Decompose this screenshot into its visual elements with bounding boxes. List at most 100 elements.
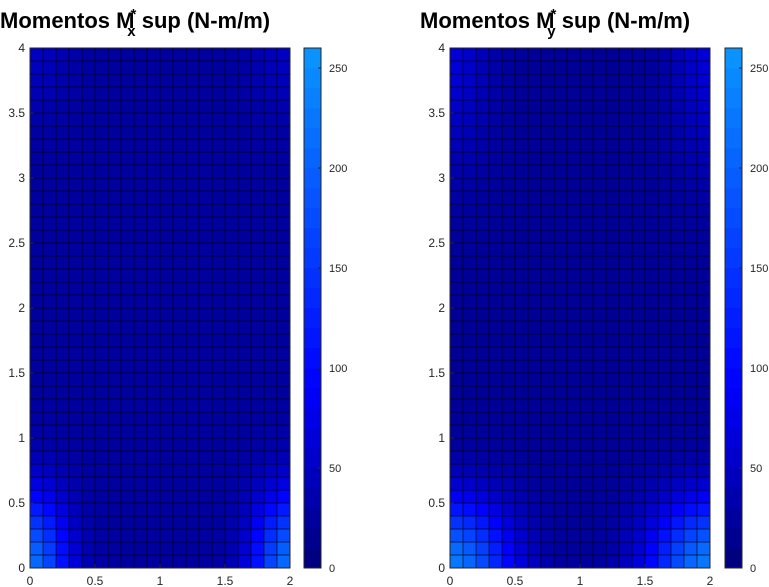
- heatmap-cell: [238, 152, 252, 166]
- colorbar-band: [304, 48, 321, 69]
- heatmap-cell: [619, 503, 633, 517]
- heatmap-cell: [541, 204, 555, 218]
- heatmap-cell: [82, 243, 96, 257]
- heatmap-cell: [658, 178, 672, 192]
- heatmap-cell: [43, 347, 57, 361]
- heatmap-cell: [450, 386, 464, 400]
- heatmap-cell: [528, 48, 542, 62]
- heatmap-cell: [645, 230, 659, 244]
- heatmap-cell: [619, 191, 633, 205]
- heatmap-cell: [173, 503, 187, 517]
- heatmap-cell: [43, 204, 57, 218]
- heatmap-cell: [264, 516, 278, 530]
- heatmap-cell: [476, 386, 490, 400]
- heatmap-cell: [606, 139, 620, 153]
- heatmap-cell: [658, 464, 672, 478]
- heatmap-cell: [264, 529, 278, 543]
- colorbar-tick-label: 200: [329, 163, 347, 175]
- heatmap-cell: [225, 425, 239, 439]
- heatmap-cell: [580, 347, 594, 361]
- heatmap-cell: [489, 451, 503, 465]
- heatmap-cell: [580, 555, 594, 569]
- heatmap-cell: [619, 243, 633, 257]
- colorbar-band: [304, 288, 321, 309]
- heatmap-cell: [619, 230, 633, 244]
- heatmap-cell: [264, 464, 278, 478]
- heatmap-cell: [463, 217, 477, 231]
- heatmap-cell: [264, 87, 278, 101]
- heatmap-cell: [697, 204, 711, 218]
- y-tick-label: 2: [18, 301, 25, 315]
- heatmap-cell: [502, 139, 516, 153]
- heatmap-cell: [528, 490, 542, 504]
- colorbar-tick-label: 0: [750, 563, 756, 575]
- heatmap-cell: [619, 477, 633, 491]
- heatmap-cell: [476, 256, 490, 270]
- heatmap-cell: [121, 503, 135, 517]
- heatmap-cell: [121, 87, 135, 101]
- heatmap-cell: [632, 334, 646, 348]
- heatmap-cell: [264, 152, 278, 166]
- y-tick-label: 0.5: [8, 496, 25, 510]
- colorbar-band: [304, 368, 321, 389]
- heatmap-cell: [554, 295, 568, 309]
- heatmap-cell: [476, 48, 490, 62]
- heatmap-cell: [108, 542, 122, 556]
- heatmap-cell: [593, 477, 607, 491]
- heatmap-cell: [95, 256, 109, 270]
- heatmap-cell: [30, 269, 44, 283]
- heatmap-cell: [225, 230, 239, 244]
- heatmap-cell: [593, 425, 607, 439]
- heatmap-cell: [502, 165, 516, 179]
- heatmap-cell: [515, 412, 529, 426]
- heatmap-cell: [541, 217, 555, 231]
- heatmap-cell: [212, 438, 226, 452]
- heatmap-cell: [515, 282, 529, 296]
- heatmap-cell: [212, 269, 226, 283]
- heatmap-cell: [277, 87, 291, 101]
- heatmap-cell: [476, 451, 490, 465]
- heatmap-cell: [528, 217, 542, 231]
- heatmap-cell: [476, 178, 490, 192]
- heatmap-cell: [56, 74, 70, 88]
- heatmap-cell: [476, 87, 490, 101]
- heatmap-cell: [82, 113, 96, 127]
- heatmap-cell: [173, 412, 187, 426]
- heatmap-cell: [251, 191, 265, 205]
- heatmap-cell: [450, 542, 464, 556]
- heatmap-cell: [108, 451, 122, 465]
- heatmap-cell: [684, 516, 698, 530]
- heatmap-cell: [580, 74, 594, 88]
- heatmap-cell: [593, 204, 607, 218]
- heatmap-cell: [645, 308, 659, 322]
- heatmap-cell: [95, 490, 109, 504]
- heatmap-cell: [567, 360, 581, 374]
- heatmap-cell: [476, 399, 490, 413]
- heatmap-cell: [658, 269, 672, 283]
- heatmap-cell: [554, 256, 568, 270]
- heatmap-cell: [671, 48, 685, 62]
- heatmap-cell: [632, 308, 646, 322]
- heatmap-cell: [82, 503, 96, 517]
- heatmap-cell: [476, 425, 490, 439]
- x-tick-label: 1.5: [217, 574, 234, 587]
- heatmap-cell: [554, 308, 568, 322]
- heatmap-cell: [251, 204, 265, 218]
- heatmap-cell: [69, 308, 83, 322]
- heatmap-cell: [251, 113, 265, 127]
- heatmap-cell: [264, 360, 278, 374]
- heatmap-cell: [147, 334, 161, 348]
- heatmap-cell: [238, 334, 252, 348]
- heatmap-cell: [212, 503, 226, 517]
- heatmap-cell: [528, 477, 542, 491]
- heatmap-cell: [225, 399, 239, 413]
- heatmap-cell: [632, 256, 646, 270]
- heatmap-cell: [69, 87, 83, 101]
- heatmap-cell: [580, 100, 594, 114]
- heatmap-cell: [277, 347, 291, 361]
- heatmap-cell: [671, 204, 685, 218]
- heatmap-cell: [463, 555, 477, 569]
- colorbar-band: [304, 168, 321, 189]
- heatmap-cell: [277, 490, 291, 504]
- heatmap-cell: [82, 490, 96, 504]
